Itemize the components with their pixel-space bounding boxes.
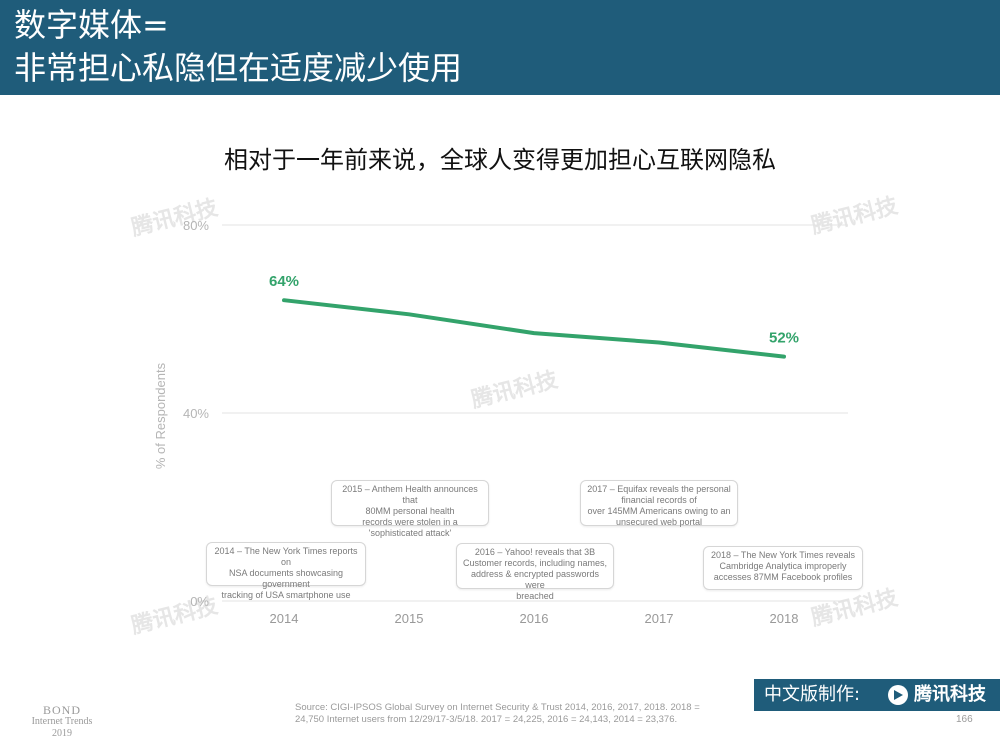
- source-note: Source: CIGI-IPSOS Global Survey on Inte…: [295, 702, 700, 725]
- chart-title: 相对于一年前来说，全球人变得更加担心互联网隐私: [224, 146, 776, 174]
- data-labels: 64% 52%: [269, 273, 799, 346]
- annotation-2016: 2016 – Yahoo! reveals that 3B Customer r…: [456, 543, 614, 601]
- header-bar: 数字媒体= 非常担心私隐但在适度减少使用: [0, 0, 1000, 95]
- x-axis-ticks: 2014 2015 2016 2017 2018: [270, 611, 799, 626]
- y-axis-ticks: 0% 40% 80%: [183, 218, 209, 609]
- brand-banner: 中文版制作: 腾讯科技: [754, 679, 1000, 711]
- annotation-2015: 2015 – Anthem Health announces that 80MM…: [331, 480, 489, 538]
- annotation-2017: 2017 – Equifax reveals the personal fina…: [580, 480, 738, 527]
- series-line: [282, 298, 786, 359]
- chart-series: [282, 298, 786, 359]
- y-axis-label: % of Respondents: [153, 362, 168, 469]
- chart-gridlines: [222, 224, 848, 602]
- y-tick-label: 40%: [183, 406, 209, 421]
- page-number: 166: [956, 714, 973, 725]
- annotation-2018: 2018 – The New York Times reveals Cambri…: [703, 546, 863, 590]
- line-chart: 0% 40% 80% 2014 2015 2016 2017 2018 % of Respo…: [153, 218, 848, 626]
- x-tick-label: 2018: [770, 611, 799, 626]
- tencent-logo-icon: [888, 685, 908, 705]
- y-tick-label: 0%: [190, 594, 209, 609]
- bond-logo: BOND Internet Trends 2019: [31, 703, 93, 739]
- data-label: 64%: [269, 273, 299, 290]
- annotation-2014: 2014 – The New York Times reports on NSA…: [206, 542, 366, 600]
- slide-title-line2: 非常担心私隐但在适度减少使用: [14, 49, 463, 87]
- x-tick-label: 2014: [270, 611, 299, 626]
- x-tick-label: 2015: [395, 611, 424, 626]
- brand-label: 中文版制作:: [764, 684, 861, 705]
- y-tick-label: 80%: [183, 218, 209, 233]
- x-tick-label: 2016: [520, 611, 549, 626]
- slide-title-line1: 数字媒体=: [14, 6, 169, 44]
- data-label: 52%: [769, 330, 799, 347]
- brand-name: 腾讯科技: [914, 684, 986, 705]
- x-tick-label: 2017: [645, 611, 674, 626]
